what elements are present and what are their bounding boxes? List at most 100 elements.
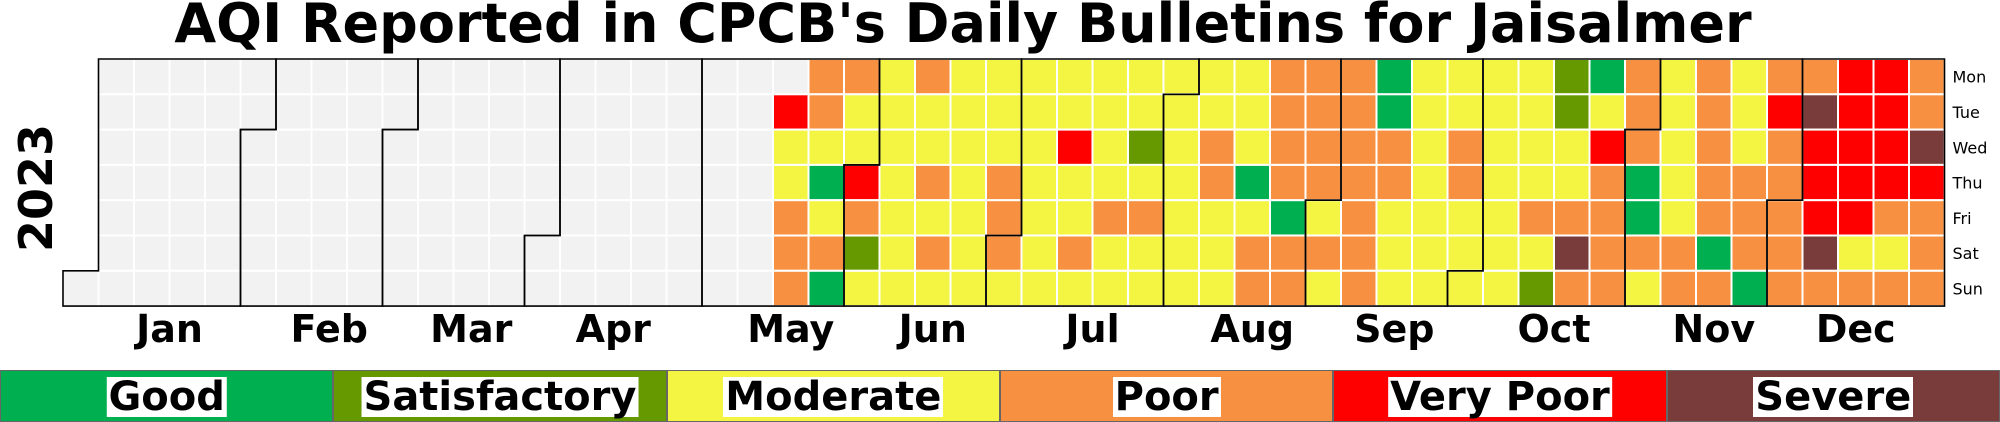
day-cell — [949, 269, 987, 308]
day-cell — [204, 234, 242, 272]
day-cell — [1730, 93, 1768, 131]
day-cell — [1198, 128, 1236, 166]
day-cell — [1730, 234, 1768, 272]
day-cell — [239, 269, 277, 308]
day-cell — [1304, 199, 1342, 237]
day-cell — [168, 163, 206, 202]
day-cell — [1056, 58, 1094, 96]
day-cell — [1162, 128, 1200, 166]
day-cell — [1091, 128, 1129, 166]
day-cell — [1837, 93, 1875, 131]
day-cell — [97, 128, 135, 166]
day-cell — [1233, 269, 1271, 308]
day-cell — [97, 163, 135, 202]
day-cell — [1553, 163, 1591, 202]
day-cell — [1624, 128, 1662, 166]
day-cell — [1304, 58, 1342, 96]
day-cell — [1872, 93, 1910, 131]
day-cell — [1446, 58, 1484, 96]
day-cell — [1233, 234, 1271, 272]
day-cell — [772, 163, 810, 202]
weekday-label: Tue — [1952, 103, 1980, 122]
day-cells — [62, 58, 1946, 308]
day-cell — [1517, 93, 1555, 131]
day-cell — [168, 58, 206, 96]
day-cell — [1695, 163, 1733, 202]
day-cell — [275, 269, 313, 308]
day-cell — [772, 199, 810, 237]
day-cell — [1411, 93, 1449, 131]
day-cell — [1730, 199, 1768, 237]
day-cell — [772, 234, 810, 272]
day-cell — [807, 269, 845, 308]
day-cell — [1695, 269, 1733, 308]
day-cell — [452, 58, 490, 96]
day-cell — [1482, 128, 1520, 166]
day-cell — [1020, 93, 1058, 131]
aqi-legend: Good Satisfactory Moderate Poor Very Poor Sev… — [0, 370, 2000, 422]
chart-title: AQI Reported in CPCB's Daily Bulletins f… — [174, 0, 1752, 55]
day-cell — [1162, 269, 1200, 308]
day-cell — [381, 93, 419, 131]
day-cell — [1411, 269, 1449, 308]
day-cell — [1908, 199, 1946, 237]
day-cell — [1766, 269, 1804, 308]
day-cell — [523, 234, 561, 272]
day-cell — [878, 234, 916, 272]
month-label: May — [747, 307, 834, 351]
day-cell — [772, 93, 810, 131]
day-cell — [985, 58, 1023, 96]
day-cell — [1553, 234, 1591, 272]
month-borders — [62, 58, 1946, 307]
day-cell — [1091, 93, 1129, 131]
day-cell — [346, 269, 384, 308]
day-cell — [878, 163, 916, 202]
day-cell — [1730, 269, 1768, 308]
day-cell — [1375, 199, 1413, 237]
day-cell — [381, 199, 419, 237]
day-cell — [1269, 269, 1307, 308]
day-cell — [275, 58, 313, 96]
day-cell — [701, 128, 739, 166]
day-cell — [1198, 199, 1236, 237]
day-cell — [1730, 58, 1768, 96]
day-cell — [417, 93, 455, 131]
day-cell — [1695, 58, 1733, 96]
day-cell — [1908, 128, 1946, 166]
day-cell — [843, 58, 881, 96]
day-cell — [736, 234, 774, 272]
day-cell — [1872, 58, 1910, 96]
day-cell — [310, 269, 348, 308]
month-label: Mar — [430, 307, 512, 351]
day-cell — [1553, 128, 1591, 166]
day-cell — [630, 128, 668, 166]
month-label: Oct — [1518, 307, 1591, 351]
day-cell — [1872, 269, 1910, 308]
day-cell — [736, 93, 774, 131]
day-cell — [133, 128, 171, 166]
day-cell — [1801, 234, 1839, 272]
day-cell — [1269, 234, 1307, 272]
day-cell — [523, 163, 561, 202]
day-cell — [452, 93, 490, 131]
weekday-label: Sun — [1953, 279, 1983, 298]
day-cell — [1837, 128, 1875, 166]
day-cell — [1588, 93, 1626, 131]
day-cell — [1340, 269, 1378, 308]
month-labels: Jan Feb Mar Apr May Jun Jul Aug Sep Oct Nov Dec — [133, 307, 1896, 351]
day-cell — [559, 128, 597, 166]
day-cell — [843, 93, 881, 131]
day-cell — [1588, 199, 1626, 237]
day-cell — [949, 199, 987, 237]
day-cell — [452, 128, 490, 166]
day-cell — [1269, 199, 1307, 237]
day-cell — [523, 269, 561, 308]
day-cell — [1766, 93, 1804, 131]
day-cell — [985, 163, 1023, 202]
day-cell — [1162, 234, 1200, 272]
day-cell — [665, 128, 703, 166]
day-cell — [1553, 199, 1591, 237]
day-cell — [1517, 269, 1555, 308]
day-cell — [1482, 234, 1520, 272]
day-cell — [1837, 234, 1875, 272]
